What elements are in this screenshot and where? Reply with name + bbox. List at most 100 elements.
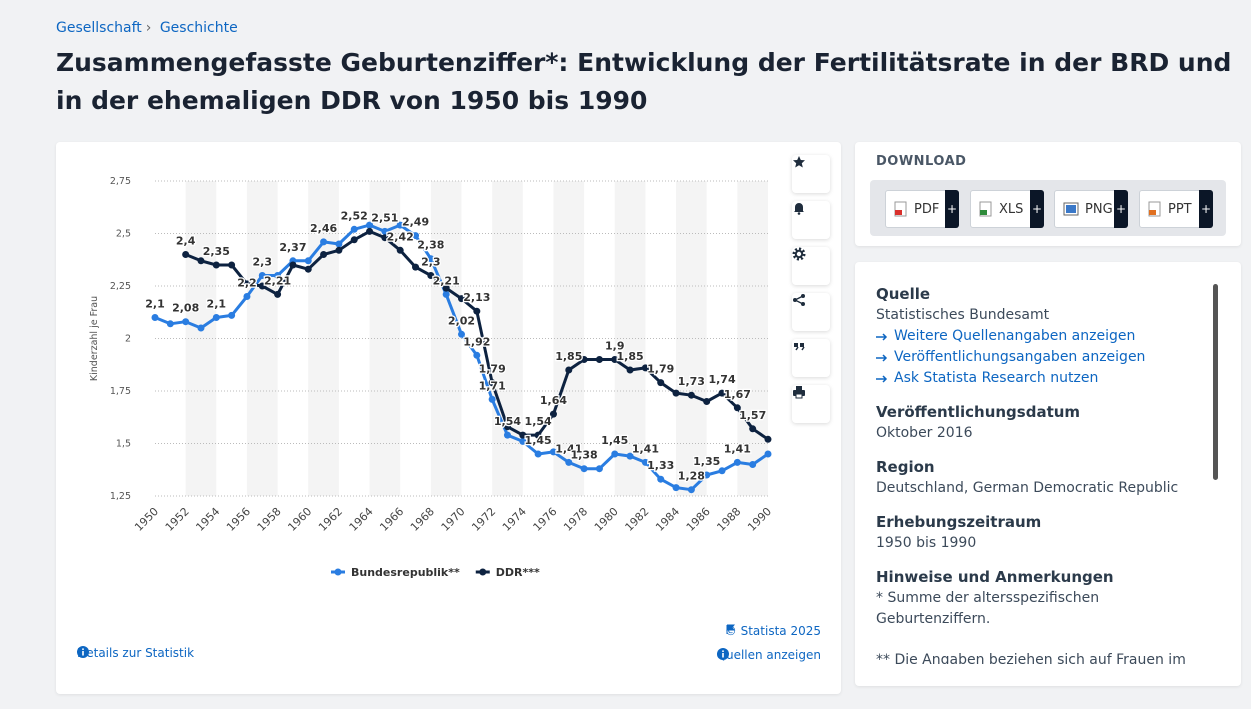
print-button[interactable] [792, 385, 830, 423]
info-content: Quelle Statistisches Bundesamt Weitere Q… [876, 284, 1206, 664]
data-point [687, 486, 695, 494]
x-tick-label: 1982 [623, 505, 652, 534]
info-link[interactable]: Veröffentlichungsangaben anzeigen [876, 347, 1206, 368]
data-label: 2,37 [279, 241, 306, 254]
data-point [381, 234, 389, 242]
info-link[interactable]: Ask Statista Research nutzen [876, 368, 1206, 389]
quote-icon [794, 343, 805, 351]
data-point [565, 458, 573, 466]
info-section: Erhebungszeitraum 1950 bis 1990 [876, 512, 1206, 554]
share-icon [793, 294, 805, 306]
data-point [182, 251, 190, 258]
legend-label: DDR*** [496, 566, 540, 579]
data-point [320, 251, 328, 258]
data-label: 2,21 [264, 274, 291, 287]
data-point [534, 431, 542, 439]
breadcrumb-link[interactable]: Geschichte [159, 20, 238, 36]
favorite-button[interactable] [792, 155, 830, 193]
data-point [304, 257, 312, 265]
data-point [749, 425, 757, 433]
note-text: ** Die Angaben beziehen sich auf Frauen … [876, 652, 1186, 664]
source-text: Statistisches Bundesamt [876, 307, 1050, 323]
copyright[interactable]: © Statista 2025 [725, 624, 821, 638]
data-point [488, 379, 496, 387]
arrow-icon [876, 353, 888, 362]
y-tick-label: 2,75 [110, 176, 131, 187]
data-label: 2,1 [207, 298, 227, 311]
data-point [718, 467, 726, 475]
notify-button[interactable] [792, 201, 830, 239]
section-heading: Hinweise und Anmerkungen [876, 568, 1114, 586]
download-button[interactable]: PNG + [1054, 190, 1128, 228]
info-section: Region Deutschland, German Democratic Rep… [876, 457, 1206, 499]
x-tick-label: 1974 [500, 505, 529, 534]
download-button[interactable]: PDF + [885, 190, 959, 228]
settings-button[interactable] [792, 247, 830, 285]
data-point [595, 465, 603, 473]
scrollbar[interactable] [1213, 284, 1218, 480]
data-label: 1,85 [555, 350, 582, 363]
data-point [549, 410, 557, 418]
download-button[interactable]: PPT + [1139, 190, 1213, 228]
data-point [611, 356, 619, 363]
data-point [197, 257, 205, 265]
cite-button[interactable] [792, 339, 830, 377]
info-section: Hinweise und Anmerkungen * Summe der alte… [876, 567, 1206, 630]
arrow-icon [876, 374, 888, 383]
data-label: 2,1 [145, 298, 165, 311]
data-label: 1,41 [724, 442, 751, 455]
data-point [764, 435, 772, 443]
data-point [427, 255, 435, 263]
data-label: 2,02 [448, 314, 475, 327]
breadcrumb: Gesellschaft › Geschichte [56, 20, 242, 36]
share-button[interactable] [792, 293, 830, 331]
data-point [396, 246, 404, 254]
data-point [289, 261, 297, 269]
download-tray: PDF + XLS + PNG + PPT + [870, 180, 1226, 236]
legend-label: Bundesrepublik** [351, 566, 460, 579]
breadcrumb-link[interactable]: Gesellschaft [56, 20, 142, 36]
data-label: 2,38 [417, 239, 444, 252]
sources-text: Quellen anzeigen [716, 648, 821, 662]
data-point [549, 448, 557, 456]
data-point [197, 324, 205, 332]
source-section: Quelle Statistisches Bundesamt Weitere Q… [876, 284, 1206, 389]
legend-marker [479, 568, 487, 576]
data-point [458, 295, 465, 303]
data-label: 1,41 [555, 442, 582, 455]
data-label: 1,9 [605, 340, 625, 353]
data-point [595, 356, 603, 363]
data-label: 1,45 [525, 434, 552, 447]
y-axis-label: Kinderzahl je Frau [89, 296, 100, 381]
file-icon [894, 201, 907, 217]
data-point [182, 318, 190, 326]
data-point [641, 458, 649, 466]
data-point [243, 280, 251, 288]
x-tick-label: 1986 [684, 505, 713, 534]
data-point [488, 395, 496, 403]
details-link[interactable]: Details zur Statistik [77, 646, 194, 660]
star-icon [793, 156, 805, 168]
data-label: 1,85 [617, 350, 644, 363]
data-point [412, 232, 420, 240]
format-label: PDF [914, 201, 940, 217]
data-label: 1,28 [678, 470, 705, 483]
data-point [657, 379, 665, 387]
x-tick-label: 1988 [714, 505, 743, 534]
sources-link[interactable]: Quellen anzeigen [716, 648, 821, 662]
data-label: 1,79 [479, 363, 506, 376]
data-point [534, 450, 542, 458]
data-label: 1,57 [739, 409, 766, 422]
data-point [274, 272, 282, 279]
info-link[interactable]: Weitere Quellenangaben anzeigen [876, 326, 1206, 347]
data-point [335, 240, 343, 248]
data-point [366, 227, 374, 235]
data-label: 2,46 [310, 222, 337, 235]
arrow-icon [876, 332, 888, 341]
download-button[interactable]: XLS + [970, 190, 1044, 228]
link-text: Veröffentlichungsangaben anzeigen [894, 349, 1146, 365]
add-symbol: + [945, 190, 959, 228]
file-icon [979, 201, 992, 217]
data-point [151, 314, 159, 321]
data-point [503, 431, 511, 439]
